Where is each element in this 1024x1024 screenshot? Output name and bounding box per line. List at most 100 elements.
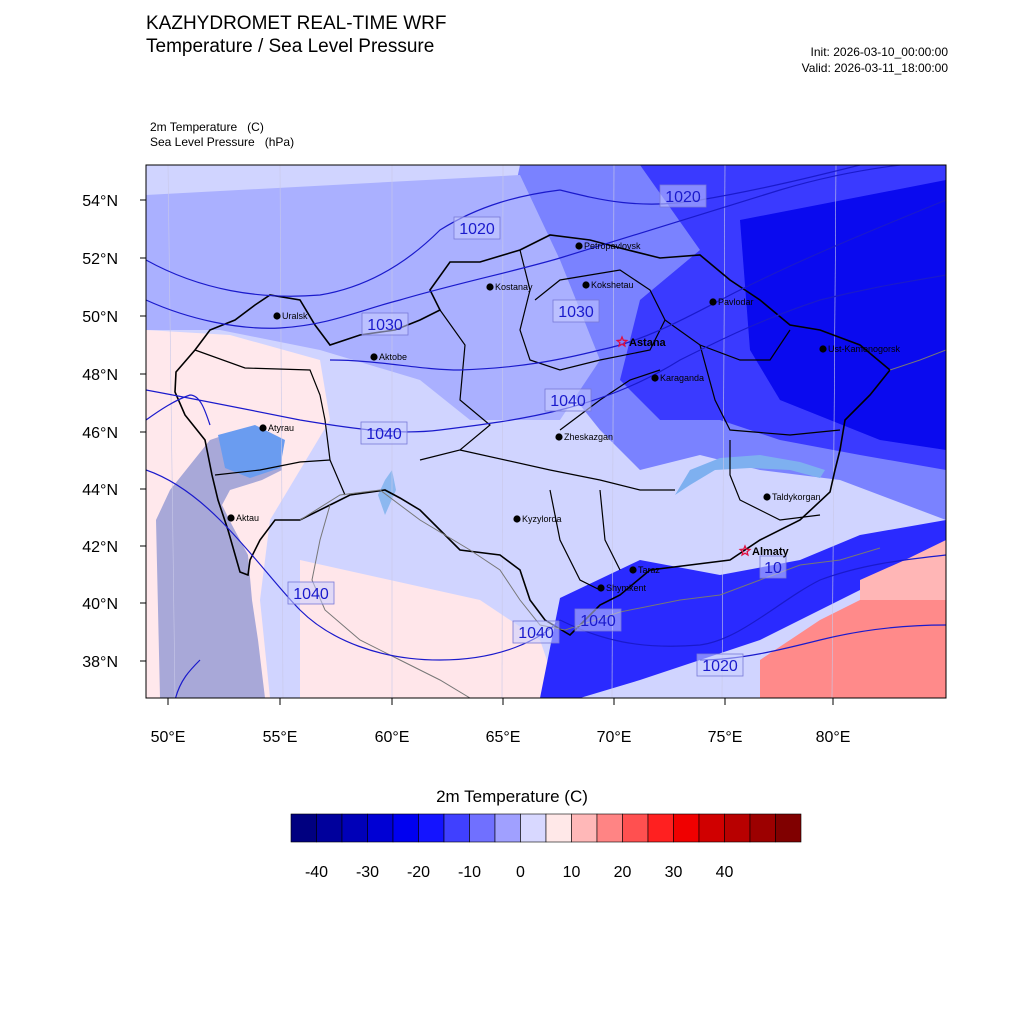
isobar-labels: 1020 1020 1030 1030 1040 1040 1040 1040 1040 1020… — [287, 184, 787, 677]
isobar-label-box — [759, 555, 787, 579]
colorbar-swatch — [571, 813, 598, 843]
city-label: Aktau — [236, 513, 259, 523]
colorbar-tick-label: -30 — [356, 864, 379, 881]
lat-label: 50°N — [82, 309, 118, 326]
lon-label: 80°E — [816, 729, 851, 746]
chart-subtitle: Temperature / Sea Level Pressure — [146, 36, 435, 57]
city-marker — [597, 584, 605, 592]
colorbar-title: 2m Temperature (C) — [436, 787, 588, 806]
lat-label: 46°N — [82, 425, 118, 442]
colorbar-swatch — [622, 813, 649, 843]
city-marker — [629, 566, 637, 574]
colorbar-swatch — [418, 813, 445, 843]
colorbar-swatch — [316, 813, 343, 843]
colorbar-swatch — [443, 813, 470, 843]
colorbar-tick-label: -40 — [305, 864, 328, 881]
latitude-axis: 54°N 52°N 50°N 48°N 46°N 44°N 42°N 40°N 38°N — [82, 193, 146, 671]
colorbar-tick-label: 10 — [563, 864, 581, 881]
lat-label: 52°N — [82, 251, 118, 268]
isobar-label: 1020 — [459, 221, 495, 238]
lon-label: 65°E — [486, 729, 521, 746]
slp-unit: (hPa) — [264, 135, 295, 149]
valid-time: Valid: 2026-03-11_18:00:00 — [801, 61, 948, 75]
colorbar: -40 -30 -20 -10 0 10 20 30 40 — [290, 813, 802, 881]
colorbar-swatch — [392, 813, 419, 843]
isobar-label-box — [574, 608, 622, 632]
colorbar-tick-label: -10 — [458, 864, 481, 881]
capital-star-icon — [615, 335, 629, 348]
caspian-north-shallow — [218, 425, 285, 478]
city-marker — [486, 283, 494, 291]
city-label: Kyzylorda — [522, 514, 562, 524]
city-label: Kostanay — [495, 282, 533, 292]
variable-temperature: 2m Temperature (C) — [150, 120, 264, 135]
colorbar-swatch — [341, 813, 368, 843]
colorbar-swatch — [647, 813, 674, 843]
lat-label: 48°N — [82, 367, 118, 384]
city-marker — [575, 242, 583, 250]
caspian-sea — [156, 428, 282, 698]
cold-zone-severe — [740, 180, 946, 450]
isobar-label: 1030 — [558, 304, 594, 321]
foreign-borders — [299, 349, 946, 698]
isobar-label-box — [361, 312, 409, 336]
colorbar-swatch — [775, 813, 802, 843]
city-marker — [273, 312, 281, 320]
capital-star-icon — [738, 544, 752, 557]
colorbar-tick-label: 40 — [716, 864, 734, 881]
city-label: Taldykorgan — [772, 492, 821, 502]
city-marker — [582, 281, 590, 289]
isobar-label: 1020 — [702, 658, 738, 675]
isobar-label-box — [287, 581, 335, 605]
colorbar-tick-label: -20 — [407, 864, 430, 881]
isobar-label: 1020 — [665, 189, 701, 206]
kazakhstan-border — [174, 234, 892, 637]
isobar-label: 1040 — [366, 426, 402, 443]
isobar-label: 1030 — [367, 317, 403, 334]
city-label: Taraz — [638, 565, 661, 575]
warm-zone-southeast-edge — [860, 540, 946, 600]
variable-pressure: Sea Level Pressure (hPa) — [150, 135, 294, 150]
lon-label: 70°E — [597, 729, 632, 746]
city-label: Uralsk — [282, 311, 308, 321]
city-label: Astana — [629, 337, 667, 349]
colorbar-swatch — [494, 813, 521, 843]
colorbar-tick-label: 30 — [665, 864, 683, 881]
city-marker — [513, 515, 521, 523]
isobar-label-box — [544, 388, 592, 412]
city-label: Karaganda — [660, 373, 704, 383]
city-marker — [819, 345, 827, 353]
colorbar-swatch — [469, 813, 496, 843]
isobar-label-box — [453, 216, 501, 240]
isobar-label-box — [512, 620, 560, 644]
longitude-axis: 50°E 55°E 60°E 65°E 70°E 75°E 80°E — [151, 698, 851, 746]
lat-label: 40°N — [82, 596, 118, 613]
lat-label: 42°N — [82, 539, 118, 556]
isobar-label-box — [552, 299, 600, 323]
lon-label: 75°E — [708, 729, 743, 746]
isobar-label: 1040 — [518, 625, 554, 642]
init-time: Init: 2026-03-10_00:00:00 — [810, 45, 948, 59]
city-marker — [259, 424, 267, 432]
lon-label: 50°E — [151, 729, 186, 746]
temp-unit: (C) — [247, 120, 264, 134]
mountain-cold-zone — [540, 520, 946, 698]
lon-label: 55°E — [263, 729, 298, 746]
city-marker — [370, 353, 378, 361]
city-marker — [763, 493, 771, 501]
lon-label: 60°E — [375, 729, 410, 746]
colorbar-swatch — [520, 813, 547, 843]
city-label: Pavlodar — [718, 297, 754, 307]
colorbar-swatch — [290, 813, 317, 843]
city-label: Aktobe — [379, 352, 407, 362]
isobar-label-box — [659, 184, 707, 208]
chart-title: KAZHYDROMET REAL-TIME WRF — [146, 13, 447, 34]
colorbar-swatch — [724, 813, 751, 843]
city-marker — [227, 514, 235, 522]
city-label: Petropavlovsk — [584, 241, 641, 251]
city-label: Atyrau — [268, 423, 294, 433]
city-marker — [555, 433, 563, 441]
city-label: Almaty — [752, 546, 790, 558]
colorbar-swatch — [596, 813, 623, 843]
colorbar-swatch — [367, 813, 394, 843]
